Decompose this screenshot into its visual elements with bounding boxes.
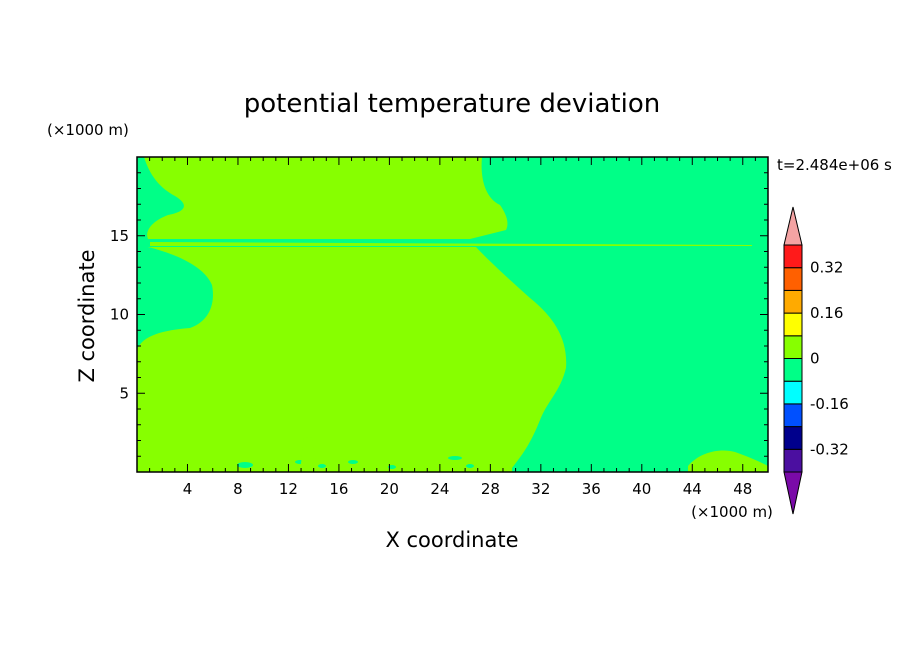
x-tick-label: 12 <box>279 480 298 498</box>
x-tick-label: 44 <box>683 480 702 498</box>
colorbar-label: 0.16 <box>810 304 843 322</box>
contour-region-bottom-left <box>137 452 170 472</box>
x-tick-label: 4 <box>183 480 193 498</box>
z-unit-label: (×1000 m) <box>47 121 129 139</box>
y-axis-ticks: 5 10 15 <box>110 172 768 457</box>
y-tick-label: 10 <box>110 306 129 324</box>
colorbar-band <box>783 267 803 291</box>
x-tick-label: 40 <box>632 480 651 498</box>
x-tick-label: 20 <box>380 480 399 498</box>
colorbar-band <box>783 244 803 269</box>
x-tick-label: 48 <box>733 480 752 498</box>
y-tick-label: 15 <box>110 227 129 245</box>
colorbar-band <box>783 289 803 314</box>
x-unit-label: (×1000 m) <box>691 503 773 521</box>
x-tick-label: 16 <box>329 480 348 498</box>
colorbar-label: 0.32 <box>810 259 843 277</box>
colorbar: 0.32 0.16 0 -0.16 -0.32 <box>783 206 849 515</box>
y-axis-title: Z coordinate <box>75 249 99 382</box>
x-tick-label: 24 <box>430 480 449 498</box>
contour-region-layer <box>150 242 752 246</box>
colorbar-band <box>783 403 803 428</box>
colorbar-band <box>783 448 803 473</box>
x-tick-label: 28 <box>481 480 500 498</box>
contour-region-upper <box>144 157 508 239</box>
colorbar-band <box>783 312 803 337</box>
colorbar-label: 0 <box>810 350 820 368</box>
plot-area <box>137 157 768 472</box>
y-tick-label: 5 <box>119 384 129 402</box>
x-axis-title: X coordinate <box>385 528 518 552</box>
time-label: t=2.484e+06 s <box>777 156 892 174</box>
colorbar-band <box>783 335 803 359</box>
colorbar-label: -0.32 <box>810 440 849 458</box>
contour-bottom-bumps <box>262 437 318 472</box>
colorbar-band <box>783 358 803 382</box>
colorbar-under-arrow <box>783 471 803 515</box>
x-tick-label: 8 <box>233 480 243 498</box>
colorbar-band <box>783 380 803 405</box>
x-axis-ticks: 4 8 12 16 20 24 28 32 36 40 44 48 <box>149 157 756 498</box>
colorbar-label: -0.16 <box>810 395 849 413</box>
contour-region-main <box>137 247 567 472</box>
x-tick-label: 36 <box>582 480 601 498</box>
contour-region-bottom-right <box>688 450 768 472</box>
x-tick-label: 32 <box>531 480 550 498</box>
colorbar-over-arrow <box>783 206 803 246</box>
chart-title: potential temperature deviation <box>244 89 660 119</box>
colorbar-band <box>783 426 803 450</box>
